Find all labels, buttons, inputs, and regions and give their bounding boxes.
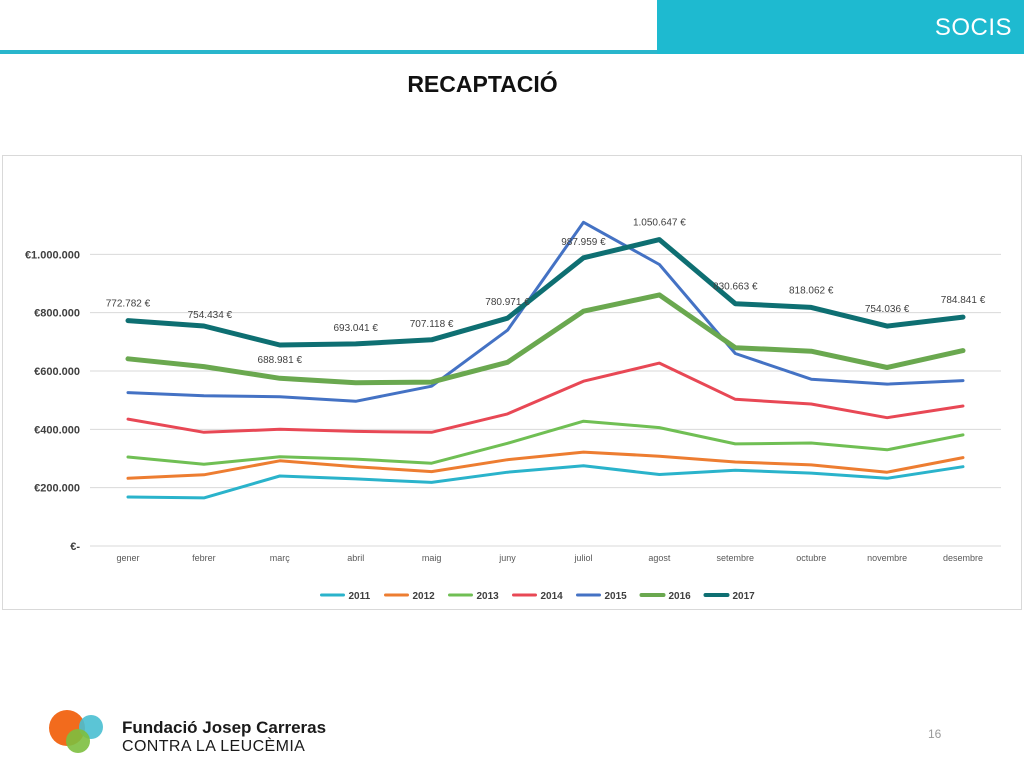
header-accent-line [0,50,660,54]
data-label: 688.981 € [258,355,303,366]
x-tick-label: desembre [943,553,983,563]
x-tick-label: gener [116,553,139,563]
series-line-2014 [126,361,965,434]
organization-subtitle: CONTRA LA LEUCÈMIA [122,738,306,755]
series-line-2015 [126,220,965,403]
y-tick-label: €400.000 [34,424,80,436]
y-tick-label: €200.000 [34,483,80,495]
line-chart: €- €200.000 €400.000 €600.000 €800.000 €1.000… [25,218,1001,602]
x-tick-label: agost [648,553,671,563]
x-tick-label: maig [422,553,442,563]
series-line-2016 [125,292,966,386]
page-number: 16 [928,727,942,741]
x-tick-label: novembre [867,553,907,563]
legend-label: 2014 [541,591,564,602]
data-label: 754.434 € [188,310,233,321]
x-tick-label: març [270,553,290,563]
data-label: 754.036 € [865,304,910,315]
series-line-2011 [126,464,965,500]
slide-title: RECAPTACIÓ [407,71,558,97]
series-line-2012 [126,450,965,480]
x-tick-label: juliol [573,553,592,563]
chart-frame: €- €200.000 €400.000 €600.000 €800.000 €1.000… [2,155,1022,610]
legend-label: 2012 [413,591,436,602]
y-tick-label: €800.000 [34,308,80,320]
x-tick-label: setembre [717,553,755,563]
data-label: 818.062 € [789,285,834,296]
organization-name: Fundació Josep Carreras [122,718,327,737]
legend-label: 2017 [733,591,756,602]
y-tick-label: €- [70,541,80,553]
x-tick-label: octubre [796,553,826,563]
data-label: 772.782 € [106,299,151,310]
data-label: 987.959 € [561,237,606,248]
legend-label: 2011 [349,591,371,602]
legend-label: 2013 [477,591,500,602]
data-label: 780.971 € [485,297,530,308]
legend-label: 2015 [605,591,628,602]
data-label: 707.118 € [410,319,454,330]
data-label: 1.050.647 € [633,218,686,229]
x-tick-label: febrer [192,553,216,563]
data-label: 830.663 € [713,282,758,293]
legend-label: 2016 [669,591,692,602]
x-tick-label: juny [498,553,516,563]
y-tick-label: €1.000.000 [25,249,80,261]
section-label: SOCIS [934,14,1012,41]
data-label: 784.841 € [941,295,986,306]
header-section-tab: SOCIS [657,0,1024,54]
overlapping-circles-logo-icon [49,710,103,753]
x-tick-label: abril [347,553,364,563]
data-label: 693.041 € [333,323,378,334]
series-line-2013 [126,419,965,466]
y-tick-label: €600.000 [34,366,80,378]
series-line-2017 [125,237,966,348]
